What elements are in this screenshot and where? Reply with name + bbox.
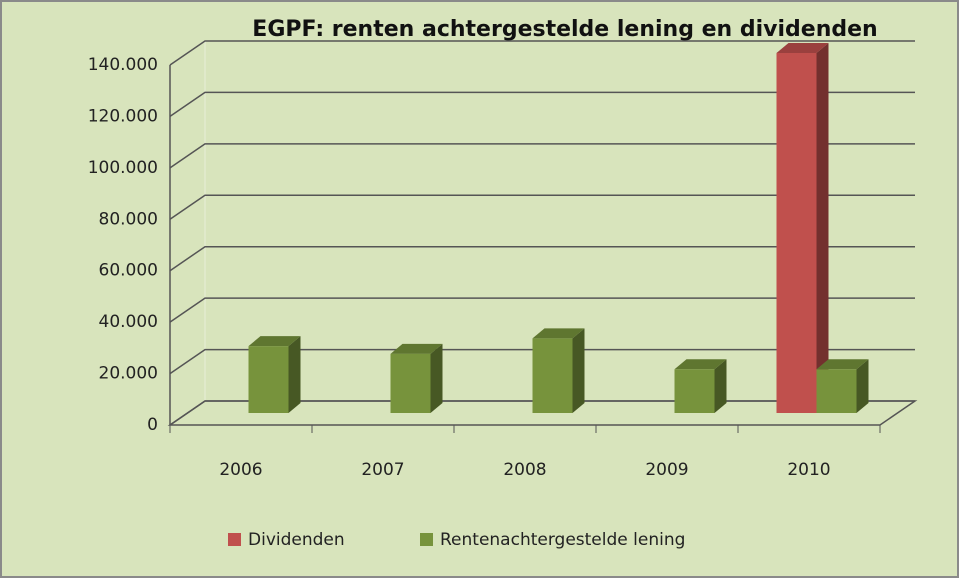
bar-front (248, 346, 289, 413)
y-tick-label: 40.000 (99, 312, 158, 332)
bar-side (816, 43, 829, 413)
grid-line (169, 245, 915, 272)
bar-top (532, 328, 585, 339)
bar (390, 343, 443, 413)
y-tick-label: 120.000 (88, 106, 158, 126)
bar-top (816, 359, 869, 370)
bar-side (430, 343, 443, 413)
grid-line (169, 91, 915, 118)
x-tick-label: 2010 (787, 460, 830, 480)
bar-side (288, 336, 301, 413)
bar (776, 43, 829, 413)
grid-line (169, 40, 915, 66)
y-tick-label: 0 (147, 415, 158, 435)
legend-label: Dividenden (248, 530, 345, 550)
bar (248, 336, 301, 413)
x-tick-label: 2008 (503, 460, 546, 480)
bar-front (674, 369, 715, 413)
bar (674, 359, 727, 413)
bar-front (816, 369, 857, 413)
bar-front (390, 353, 431, 413)
bar-side (714, 359, 727, 413)
x-tick-label: 2009 (645, 460, 688, 480)
bar-side (572, 328, 585, 413)
legend-label: Rentenachtergestelde lening (440, 530, 685, 550)
bar-front (532, 338, 573, 413)
bar-top (248, 336, 301, 347)
y-tick-label: 60.000 (99, 261, 158, 281)
grid-line (169, 348, 915, 375)
legend-swatch (420, 533, 433, 546)
bar (532, 328, 585, 413)
bar-front (776, 53, 817, 413)
y-tick-label: 20.000 (99, 364, 158, 384)
grid-line (169, 297, 915, 323)
bar-top (776, 43, 829, 53)
bar-top (390, 343, 443, 354)
chart-title: EGPF: renten achtergestelde lening en di… (252, 17, 877, 42)
bar-top (674, 359, 727, 370)
y-tick-label: 100.000 (88, 158, 158, 178)
x-tick-label: 2006 (219, 460, 262, 480)
bar-side (856, 359, 869, 413)
grid-line (169, 143, 915, 169)
y-tick-label: 140.000 (88, 55, 158, 75)
bar (816, 359, 869, 413)
x-tick-label: 2007 (361, 460, 404, 480)
grid-line (169, 194, 915, 220)
y-tick-label: 80.000 (99, 209, 158, 229)
legend-swatch (228, 533, 241, 546)
